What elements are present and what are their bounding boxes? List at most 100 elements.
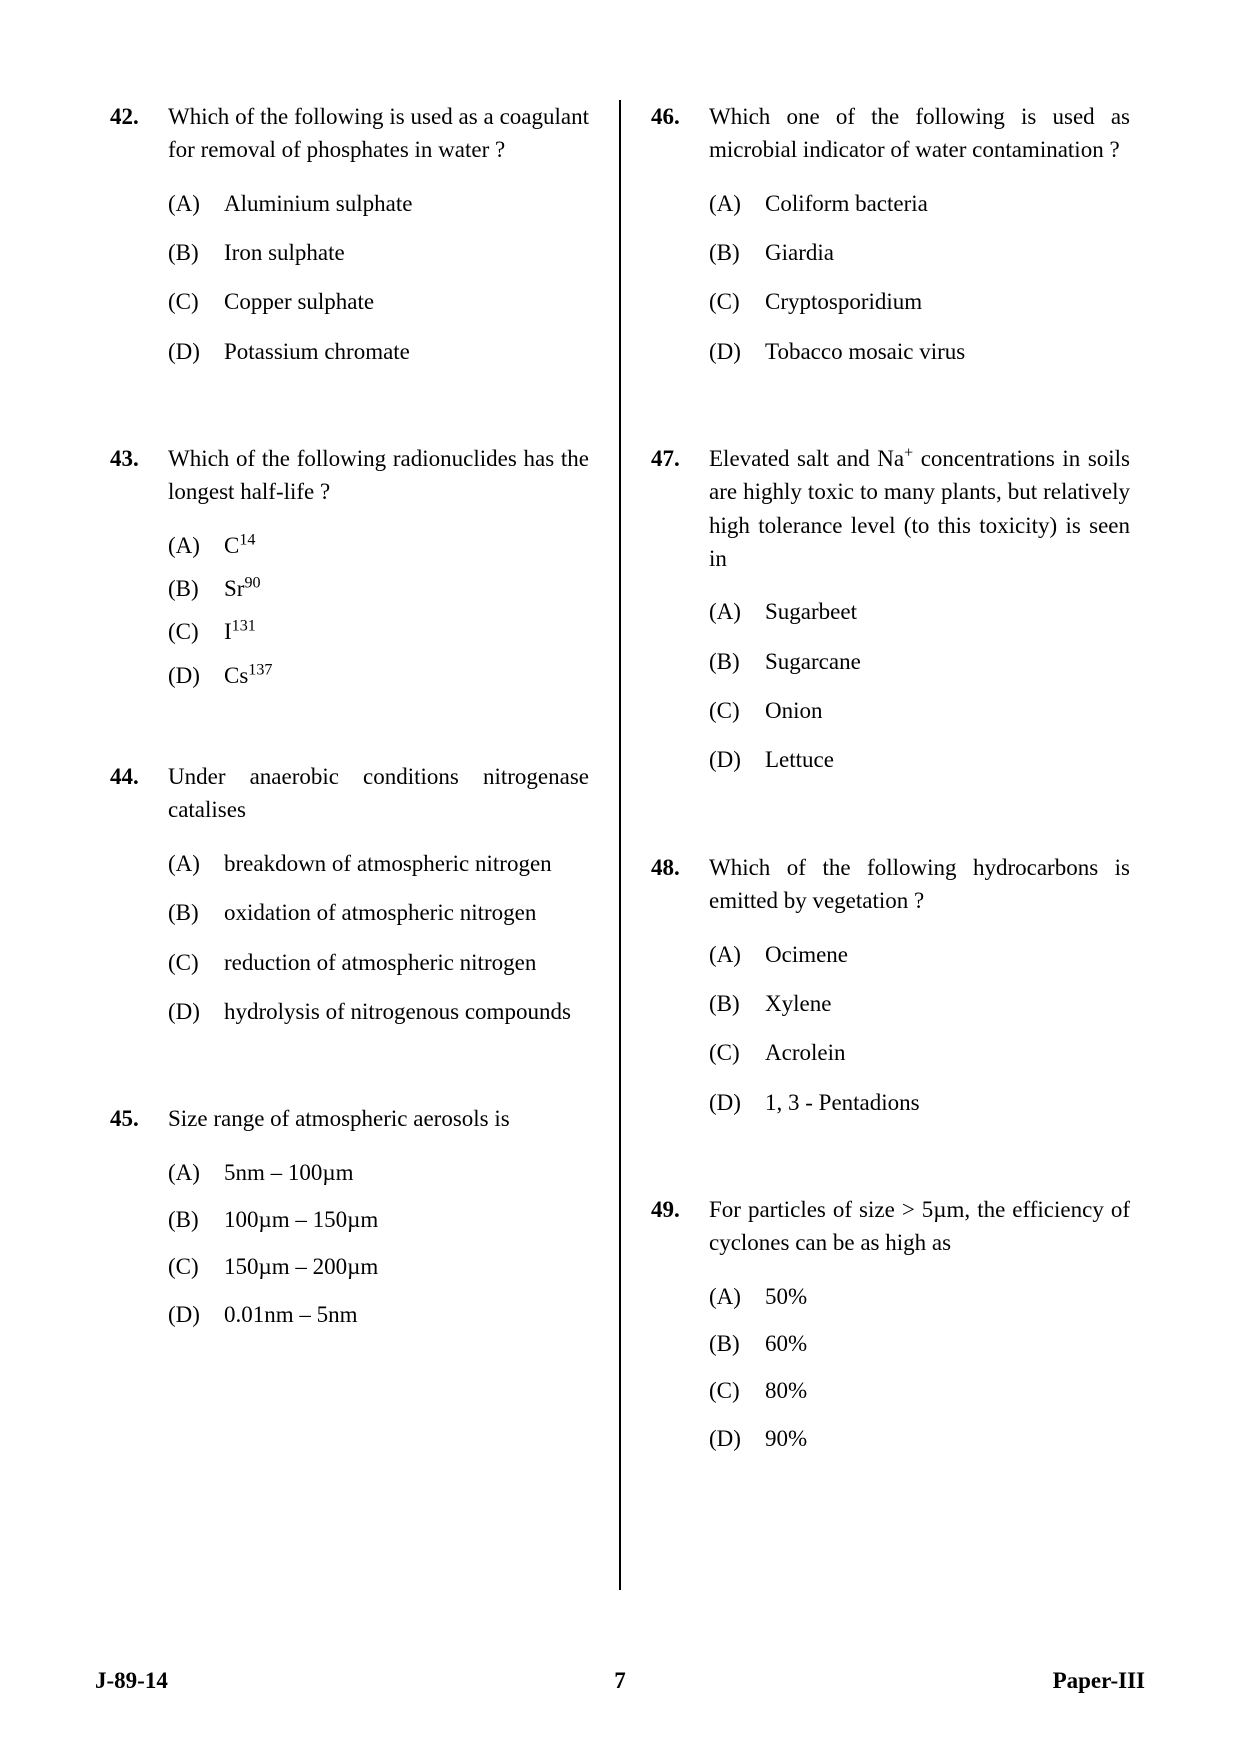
- option-text: breakdown of atmospheric nitrogen: [224, 847, 589, 880]
- option-label: (C): [709, 285, 765, 318]
- question-45: 45.Size range of atmospheric aerosols is…: [110, 1102, 589, 1345]
- options-list: (A)50% (B)60% (C)80% (D)90%: [709, 1280, 1130, 1455]
- option: (B)Iron sulphate: [168, 236, 589, 269]
- option-text: Lettuce: [765, 743, 1130, 776]
- question-body: Which one of the following is used as mi…: [709, 100, 1130, 384]
- footer-left: J-89-14: [95, 1668, 168, 1694]
- option-label: (B): [709, 1327, 765, 1360]
- option: (A)Aluminium sulphate: [168, 187, 589, 220]
- option-label: (D): [168, 335, 224, 368]
- option-label: (A): [168, 847, 224, 880]
- question-stem: Which one of the following is used as mi…: [709, 100, 1130, 167]
- options-list: (A)Ocimene(B)Xylene(C)Acrolein(D)1, 3 - …: [709, 938, 1130, 1119]
- options-list: (A)Aluminium sulphate (B)Iron sulphate (C)…: [168, 187, 589, 368]
- option: (A)Ocimene: [709, 938, 1130, 971]
- option: (D)1, 3 - Pentadions: [709, 1086, 1130, 1119]
- question-body: For particles of size > 5µm, the efficie…: [709, 1193, 1130, 1469]
- options-list: (A)Coliform bacteria (B)Giardia (C)Cryptos…: [709, 187, 1130, 368]
- options-list: (A)breakdown of atmospheric nitrogen (B)o…: [168, 847, 589, 1028]
- question-42: 42.Which of the following is used as a c…: [110, 100, 589, 384]
- option-label: (C): [709, 1374, 765, 1407]
- question-body: Which of the following radionuclides has…: [168, 442, 589, 702]
- option-label: (B): [168, 572, 224, 605]
- question-number: 46.: [651, 100, 709, 384]
- option-label: (B): [709, 987, 765, 1020]
- option-label: (D): [709, 743, 765, 776]
- footer-right: Paper-III: [1053, 1668, 1145, 1694]
- option: (B)oxidation of atmospheric nitrogen: [168, 896, 589, 929]
- option: (C)Copper sulphate: [168, 285, 589, 318]
- option-text: Xylene: [765, 987, 1130, 1020]
- question-47: 47.Elevated salt and Na+ concentrations …: [651, 442, 1130, 793]
- option: (D)0.01nm – 5nm: [168, 1298, 589, 1331]
- option-text: 50%: [765, 1280, 1130, 1313]
- option-text: C14: [224, 529, 589, 562]
- option-text: 90%: [765, 1422, 1130, 1455]
- question-stem: Elevated salt and Na+ concentrations in …: [709, 442, 1130, 575]
- option-text: 5nm – 100µm: [224, 1156, 589, 1189]
- question-stem: Which of the following is used as a coag…: [168, 100, 589, 167]
- option-label: (A): [709, 595, 765, 628]
- option-text: I131: [224, 615, 589, 648]
- option-label: (D): [709, 1086, 765, 1119]
- option-text: hydrolysis of nitrogenous compounds: [224, 995, 589, 1028]
- option-text: Coliform bacteria: [765, 187, 1130, 220]
- option-text: 1, 3 - Pentadions: [765, 1086, 1130, 1119]
- option-text: Giardia: [765, 236, 1130, 269]
- options-list: (A)Sugarbeet (B)Sugarcane (C)Onion (D)Lettu…: [709, 595, 1130, 776]
- page-footer: J-89-14 7 Paper-III: [95, 1668, 1145, 1694]
- option-label: (C): [168, 615, 224, 648]
- option: (C)I131: [168, 615, 589, 648]
- option-label: (A): [709, 938, 765, 971]
- option-text: Copper sulphate: [224, 285, 589, 318]
- question-stem: Under anaerobic conditions nitrogenase c…: [168, 760, 589, 827]
- option: (D)Potassium chromate: [168, 335, 589, 368]
- question-43: 43.Which of the following radionuclides …: [110, 442, 589, 702]
- question-46: 46.Which one of the following is used as…: [651, 100, 1130, 384]
- option-label: (A): [168, 187, 224, 220]
- option: (C)Onion: [709, 694, 1130, 727]
- option: (A)C14: [168, 529, 589, 562]
- option-text: 0.01nm – 5nm: [224, 1298, 589, 1331]
- option-text: Iron sulphate: [224, 236, 589, 269]
- option: (D)90%: [709, 1422, 1130, 1455]
- option-label: (B): [168, 1203, 224, 1236]
- right-column: 46.Which one of the following is used as…: [621, 100, 1145, 1590]
- option: (A)50%: [709, 1280, 1130, 1313]
- option-label: (A): [709, 187, 765, 220]
- option-text: Tobacco mosaic virus: [765, 335, 1130, 368]
- question-stem: Which of the following radionuclides has…: [168, 442, 589, 509]
- option: (C)Acrolein: [709, 1036, 1130, 1069]
- option-text: Sr90: [224, 572, 589, 605]
- footer-page-number: 7: [614, 1668, 626, 1694]
- question-stem: For particles of size > 5µm, the efficie…: [709, 1193, 1130, 1260]
- question-stem: Size range of atmospheric aerosols is: [168, 1102, 589, 1135]
- option: (B)Giardia: [709, 236, 1130, 269]
- option: (A)5nm – 100µm: [168, 1156, 589, 1189]
- option: (C)80%: [709, 1374, 1130, 1407]
- option: (A)Sugarbeet: [709, 595, 1130, 628]
- content-columns: 42.Which of the following is used as a c…: [95, 100, 1145, 1590]
- question-number: 47.: [651, 442, 709, 793]
- option: (B)60%: [709, 1327, 1130, 1360]
- option: (D)hydrolysis of nitrogenous compounds: [168, 995, 589, 1028]
- option-text: oxidation of atmospheric nitrogen: [224, 896, 589, 929]
- option: (B)Sugarcane: [709, 645, 1130, 678]
- option: (C)Cryptosporidium: [709, 285, 1130, 318]
- question-number: 43.: [110, 442, 168, 702]
- option: (D)Lettuce: [709, 743, 1130, 776]
- option-label: (A): [168, 1156, 224, 1189]
- question-stem: Which of the following hydrocarbons is e…: [709, 851, 1130, 918]
- question-number: 49.: [651, 1193, 709, 1469]
- question-48: 48.Which of the following hydrocarbons i…: [651, 851, 1130, 1135]
- option-text: Acrolein: [765, 1036, 1130, 1069]
- option-label: (C): [709, 1036, 765, 1069]
- option-label: (B): [709, 645, 765, 678]
- question-number: 44.: [110, 760, 168, 1044]
- option-text: reduction of atmospheric nitrogen: [224, 946, 589, 979]
- option-text: Sugarbeet: [765, 595, 1130, 628]
- question-body: Elevated salt and Na+ concentrations in …: [709, 442, 1130, 793]
- question-number: 45.: [110, 1102, 168, 1345]
- option-label: (C): [168, 285, 224, 318]
- option-label: (A): [709, 1280, 765, 1313]
